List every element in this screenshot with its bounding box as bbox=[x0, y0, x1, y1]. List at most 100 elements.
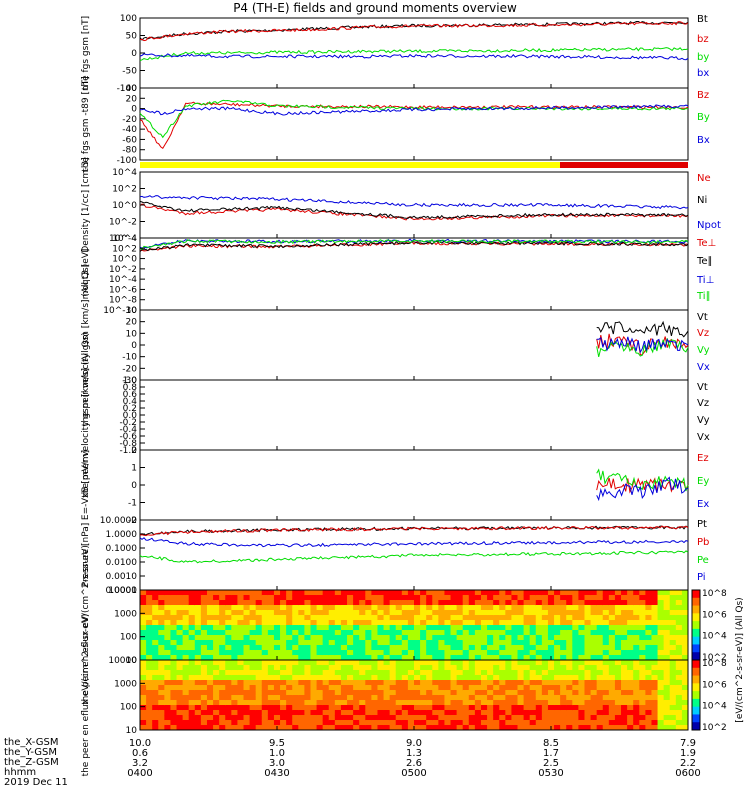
heatmap-cell bbox=[578, 695, 585, 701]
heatmap-cell bbox=[347, 655, 354, 661]
heatmap-cell bbox=[657, 615, 665, 621]
heatmap-cell bbox=[499, 710, 506, 716]
heatmap-cell bbox=[316, 720, 324, 726]
heatmap-cell bbox=[267, 665, 275, 671]
heatmap-cell bbox=[182, 610, 190, 616]
heatmap-cell bbox=[480, 680, 488, 686]
heatmap-cell bbox=[614, 670, 622, 676]
heatmap-cell bbox=[590, 720, 598, 726]
heatmap-cell bbox=[146, 685, 153, 691]
heatmap-cell bbox=[584, 630, 592, 636]
heatmap-cell bbox=[456, 670, 464, 676]
heatmap-cell bbox=[170, 615, 178, 621]
heatmap-cell bbox=[371, 590, 378, 596]
heatmap-cell bbox=[365, 600, 372, 606]
heatmap-cell bbox=[523, 615, 531, 621]
y-tick-label: 10^4 bbox=[112, 234, 137, 244]
heatmap-cell bbox=[487, 720, 494, 726]
heatmap-cell bbox=[517, 720, 525, 726]
heatmap-cell bbox=[444, 625, 452, 631]
heatmap-cell bbox=[560, 700, 567, 706]
heatmap-cell bbox=[633, 655, 640, 661]
heatmap-cell bbox=[493, 640, 500, 646]
heatmap-cell bbox=[621, 595, 628, 601]
heatmap-cell bbox=[663, 725, 671, 731]
heatmap-cell bbox=[529, 665, 537, 671]
heatmap-cell bbox=[152, 660, 159, 666]
heatmap-cell bbox=[681, 630, 689, 636]
heatmap-cell bbox=[164, 640, 171, 646]
heatmap-cell bbox=[535, 615, 543, 621]
heatmap-cell bbox=[170, 630, 178, 636]
heatmap-cell bbox=[322, 660, 330, 666]
heatmap-cell bbox=[298, 690, 305, 696]
heatmap-cell bbox=[487, 690, 494, 696]
heatmap-cell bbox=[152, 685, 159, 691]
heatmap-cell bbox=[194, 615, 202, 621]
heatmap-cell bbox=[213, 600, 220, 606]
heatmap-cell bbox=[267, 680, 275, 686]
heatmap-cell bbox=[541, 680, 549, 686]
heatmap-cell bbox=[292, 660, 299, 666]
heatmap-cell bbox=[645, 675, 652, 681]
heatmap-cell bbox=[511, 640, 519, 646]
heatmap-cell bbox=[365, 630, 372, 636]
heatmap-cell bbox=[462, 690, 470, 696]
heatmap-cell bbox=[505, 630, 512, 636]
heatmap-cell bbox=[602, 635, 610, 641]
heatmap-cell bbox=[249, 590, 257, 596]
heatmap-cell bbox=[225, 640, 232, 646]
heatmap-cell bbox=[401, 635, 409, 641]
heatmap-cell bbox=[554, 695, 561, 701]
heatmap-cell bbox=[401, 720, 409, 726]
heatmap-cell bbox=[426, 630, 433, 636]
heatmap-cell bbox=[200, 605, 208, 611]
heatmap-cell bbox=[621, 590, 628, 596]
heatmap-cell bbox=[426, 690, 433, 696]
heatmap-cell bbox=[322, 620, 330, 626]
series-line bbox=[596, 477, 689, 494]
heatmap-cell bbox=[219, 635, 226, 641]
heatmap-cell bbox=[621, 700, 628, 706]
heatmap-cell bbox=[621, 615, 628, 621]
heatmap-cell bbox=[511, 725, 519, 731]
heatmap-cell bbox=[322, 605, 330, 611]
heatmap-cell bbox=[474, 655, 482, 661]
heatmap-cell bbox=[140, 720, 147, 726]
heatmap-cell bbox=[310, 655, 318, 661]
y-tick-label: -1.0 bbox=[119, 446, 137, 456]
heatmap-cell bbox=[541, 710, 549, 716]
heatmap-cell bbox=[383, 710, 391, 716]
heatmap-cell bbox=[420, 610, 427, 616]
heatmap-cell bbox=[663, 680, 671, 686]
heatmap-cell bbox=[206, 695, 214, 701]
heatmap-cell bbox=[535, 590, 543, 596]
heatmap-cell bbox=[578, 660, 585, 666]
heatmap-cell bbox=[438, 715, 445, 721]
heatmap-cell bbox=[456, 725, 464, 731]
heatmap-cell bbox=[292, 615, 299, 621]
heatmap-cell bbox=[554, 690, 561, 696]
heatmap-cell bbox=[554, 595, 561, 601]
heatmap-cell bbox=[493, 690, 500, 696]
heatmap-cell bbox=[541, 640, 549, 646]
heatmap-cell bbox=[639, 710, 646, 716]
heatmap-cell bbox=[669, 600, 677, 606]
heatmap-cell bbox=[602, 620, 610, 626]
heatmap-cell bbox=[681, 640, 689, 646]
heatmap-cell bbox=[334, 625, 342, 631]
heatmap-cell bbox=[621, 725, 628, 731]
y-tick-label: 2 bbox=[131, 446, 137, 456]
heatmap-cell bbox=[560, 625, 567, 631]
heatmap-cell bbox=[627, 635, 634, 641]
heatmap-cell bbox=[627, 600, 634, 606]
heatmap-cell bbox=[517, 625, 525, 631]
heatmap-cell bbox=[584, 705, 592, 711]
heatmap-cell bbox=[194, 605, 202, 611]
y-tick-label: 10^-2 bbox=[109, 265, 137, 275]
heatmap-cell bbox=[566, 650, 573, 656]
heatmap-cell bbox=[547, 720, 555, 726]
heatmap-cell bbox=[645, 645, 652, 651]
series-line bbox=[139, 21, 689, 42]
heatmap-cell bbox=[158, 610, 165, 616]
